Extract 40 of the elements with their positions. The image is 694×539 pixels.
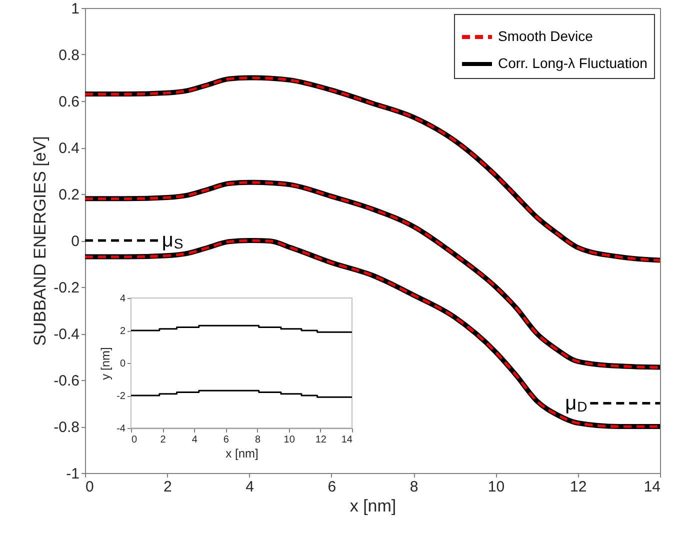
- y-tick-label: -0.8: [54, 419, 80, 436]
- x-tick-label: 10: [284, 434, 296, 446]
- x-axis-title: x [nm]: [350, 496, 396, 516]
- x-tick-label: 14: [341, 434, 353, 446]
- y-axis-title: y [nm]: [98, 347, 113, 380]
- y-tick-label: -4: [116, 424, 126, 434]
- x-tick-label: 14: [644, 478, 660, 496]
- y-tick-label: -0.4: [54, 326, 80, 343]
- x-tick-label: 12: [315, 434, 327, 446]
- legend-label: Corr. Long-λ Fluctuation: [498, 55, 648, 71]
- annotation: μD: [565, 392, 588, 414]
- x-tick-label: 8: [410, 478, 418, 496]
- x-axis-title: x [nm]: [226, 446, 258, 460]
- x-tick-label: 2: [160, 434, 166, 446]
- x-tick-label: 10: [488, 478, 505, 496]
- y-tick-label: 4: [120, 294, 126, 304]
- annotation: μS: [162, 230, 184, 252]
- y-axis-title: SUBBAND ENERGIES [eV]: [30, 136, 50, 346]
- y-tick-label: 0: [71, 233, 80, 250]
- y-tick-label: 1: [71, 0, 80, 18]
- y-tick-label: 0.6: [58, 94, 80, 110]
- y-tick-label: 0: [120, 358, 126, 370]
- x-tick-label: 12: [570, 478, 587, 496]
- y-tick-label: 0.4: [58, 140, 80, 157]
- x-tick-label: 6: [328, 478, 336, 496]
- y-tick-label: 2: [120, 326, 126, 337]
- y-tick-label: 0.8: [58, 47, 80, 64]
- y-tick-label: -1: [66, 466, 80, 482]
- y-tick-label: 0.2: [58, 186, 80, 204]
- legend-label: Smooth Device: [498, 28, 594, 44]
- x-tick-label: 4: [246, 478, 254, 496]
- y-tick-label: -2: [116, 391, 126, 402]
- x-tick-label: 6: [223, 434, 230, 446]
- x-tick-label: 2: [163, 478, 172, 496]
- x-tick-label: 0: [86, 478, 94, 496]
- x-tick-label: 8: [255, 434, 262, 446]
- x-tick-label: 0: [132, 434, 138, 446]
- y-tick-label: -0.6: [54, 372, 80, 390]
- y-tick-label: -0.2: [54, 280, 80, 296]
- x-tick-label: 4: [192, 434, 198, 446]
